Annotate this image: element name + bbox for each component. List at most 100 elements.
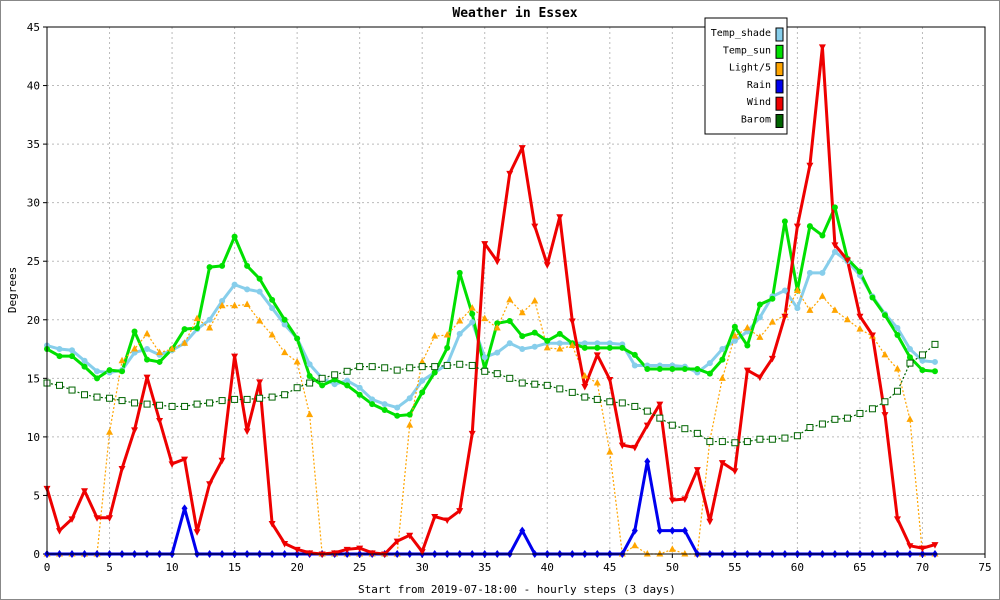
point xyxy=(181,456,189,464)
point xyxy=(393,366,401,374)
point xyxy=(256,379,264,386)
point xyxy=(68,386,76,394)
point xyxy=(906,415,914,422)
point xyxy=(531,223,539,231)
point xyxy=(931,368,938,375)
point xyxy=(481,314,489,322)
y-tick-label: 40 xyxy=(27,80,40,93)
point xyxy=(256,288,263,295)
point xyxy=(918,545,926,553)
point xyxy=(281,540,289,548)
point xyxy=(268,521,276,528)
point xyxy=(931,358,938,365)
x-tick-label: 55 xyxy=(728,561,741,574)
point xyxy=(394,404,401,411)
point xyxy=(881,350,889,358)
point xyxy=(556,330,563,337)
point xyxy=(531,297,539,304)
point xyxy=(606,398,614,406)
point xyxy=(431,514,439,521)
point xyxy=(506,374,514,382)
point xyxy=(881,398,889,406)
point xyxy=(868,405,876,413)
point xyxy=(744,342,751,349)
point xyxy=(343,546,351,554)
point xyxy=(106,367,113,374)
point xyxy=(843,257,851,265)
point xyxy=(756,333,764,340)
point xyxy=(418,363,426,371)
point xyxy=(581,393,589,401)
point xyxy=(381,364,389,372)
point xyxy=(118,466,126,473)
point xyxy=(731,323,738,330)
point xyxy=(756,301,763,308)
point xyxy=(206,481,214,488)
point xyxy=(506,295,514,303)
legend-label: Barom xyxy=(741,115,771,126)
point xyxy=(568,318,576,325)
point xyxy=(531,380,539,388)
point xyxy=(631,526,638,535)
x-tick-label: 10 xyxy=(165,561,178,574)
point xyxy=(818,44,826,51)
point xyxy=(643,550,651,557)
y-tick-label: 35 xyxy=(27,138,40,151)
point xyxy=(281,321,288,328)
point xyxy=(143,400,151,408)
point xyxy=(468,361,476,369)
point xyxy=(456,330,463,337)
point xyxy=(469,310,476,317)
point xyxy=(731,337,738,344)
point xyxy=(193,314,201,322)
point xyxy=(343,367,351,375)
point xyxy=(706,360,713,367)
point xyxy=(319,382,326,389)
legend-label: Rain xyxy=(747,80,771,91)
point xyxy=(781,434,789,442)
point xyxy=(194,324,201,331)
point xyxy=(444,344,451,351)
point xyxy=(293,357,301,365)
point xyxy=(393,538,401,546)
point xyxy=(94,368,101,375)
point xyxy=(81,391,89,399)
point xyxy=(369,401,376,408)
point xyxy=(718,438,726,446)
point xyxy=(593,395,601,403)
x-tick-label: 30 xyxy=(416,561,429,574)
point xyxy=(656,365,663,372)
point xyxy=(443,361,451,369)
y-tick-label: 25 xyxy=(27,255,40,268)
point xyxy=(406,395,413,402)
point xyxy=(568,388,576,396)
x-tick-label: 5 xyxy=(106,561,113,574)
point xyxy=(819,232,826,239)
x-tick-label: 70 xyxy=(916,561,929,574)
point xyxy=(81,357,88,364)
point xyxy=(631,541,639,549)
point xyxy=(131,328,138,335)
point xyxy=(881,312,888,319)
point xyxy=(381,406,388,413)
point xyxy=(581,371,589,379)
point xyxy=(118,356,126,364)
point xyxy=(631,351,638,358)
point xyxy=(756,314,763,321)
point xyxy=(94,375,101,382)
point xyxy=(268,331,276,338)
point xyxy=(506,340,513,347)
point xyxy=(931,542,939,549)
point xyxy=(856,325,864,332)
point xyxy=(631,444,639,452)
point xyxy=(681,526,688,535)
point xyxy=(156,417,164,425)
x-tick-label: 0 xyxy=(44,561,51,574)
point xyxy=(768,435,776,443)
point xyxy=(93,515,101,522)
point xyxy=(219,298,226,305)
point xyxy=(244,262,251,269)
point xyxy=(919,367,926,374)
